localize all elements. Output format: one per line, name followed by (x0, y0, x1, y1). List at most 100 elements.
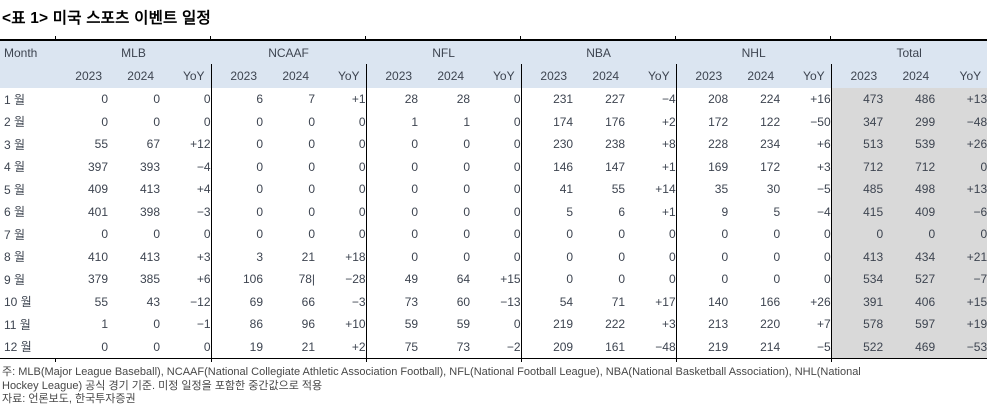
data-cell: 219 (520, 313, 574, 336)
data-cell: 0 (618, 249, 626, 264)
table-body: 1 월 0 0 0 6 7 +1 28 28 0 231 227 −4 208 224 +16 473 486 +1… (0, 88, 987, 362)
group-header-nhl: NHL (675, 37, 832, 64)
month-column-header: Month (0, 39, 56, 64)
data-cell: 5 (773, 204, 781, 219)
data-cell: 54 (520, 290, 574, 313)
data-cell: +15 (935, 290, 987, 313)
data-cell: 393 (139, 159, 160, 174)
data-cell: 522 (830, 335, 884, 362)
data-cell: 0 (675, 268, 729, 291)
data-cell: 28 (456, 92, 471, 107)
data-cell: −28 (345, 272, 366, 287)
table-title: <표 1> 미국 스포츠 이벤트 일정 (2, 10, 211, 27)
data-cell: 71 (611, 294, 626, 309)
data-cell: 0 (520, 245, 574, 268)
data-cell: +16 (810, 92, 831, 107)
data-cell: 0 (668, 227, 676, 242)
data-cell: 406 (883, 290, 936, 313)
month-cell: 3 월 (4, 137, 26, 152)
data-cell: 0 (358, 204, 366, 219)
sub-header-yoy: YoY (935, 64, 987, 88)
data-cell: +12 (190, 137, 211, 152)
data-cell: 49 (365, 268, 419, 291)
data-cell: 0 (358, 137, 366, 152)
data-cell: +3 (661, 317, 676, 332)
data-cell: 6 (210, 88, 264, 111)
data-cell: 0 (308, 159, 316, 174)
data-cell: 469 (883, 335, 936, 359)
data-cell: 0 (365, 200, 419, 223)
data-cell: 0 (618, 272, 626, 287)
data-cell: 0 (513, 204, 521, 219)
data-cell: 122 (760, 114, 781, 129)
data-cell: 397 (87, 159, 108, 174)
data-cell: +10 (345, 317, 366, 332)
data-cell: 0 (358, 182, 366, 197)
data-cell: 0 (365, 133, 419, 156)
data-cell: −7 (935, 268, 987, 291)
data-cell: +4 (196, 182, 211, 197)
data-cell: +2 (315, 335, 367, 359)
data-cell: 5 (520, 200, 574, 223)
data-cell: +1 (661, 204, 676, 219)
data-cell: 0 (668, 272, 676, 287)
sub-header-yoy: YoY (780, 64, 832, 88)
data-cell: 19 (210, 335, 264, 362)
data-cell: 172 (675, 110, 729, 133)
data-cell: 73 (365, 290, 419, 313)
data-cell: 0 (463, 249, 471, 264)
data-cell: 59 (456, 317, 471, 332)
data-cell: 539 (883, 133, 936, 156)
data-cell: 0 (153, 92, 160, 107)
data-cell: 0 (830, 223, 884, 246)
data-cell: 169 (675, 155, 729, 178)
month-cell: 11 월 (4, 317, 31, 332)
data-cell: 0 (308, 204, 316, 219)
group-header-ncaaf: NCAAF (210, 37, 367, 64)
data-cell: 410 (87, 249, 108, 264)
data-cell: 21 (301, 249, 316, 264)
table-row: 2 월 0 0 0 0 0 0 1 1 0 174 176 +2 172 122 −50 347 299 −48 (0, 110, 987, 133)
month-cell: 2 월 (4, 115, 26, 130)
sub-header-year: 2024 (728, 64, 781, 88)
sub-header-yoy: YoY (470, 64, 522, 88)
data-cell: 41 (520, 178, 574, 201)
footnote-line-1: 주: MLB(Major League Baseball), NCAAF(Nat… (2, 366, 861, 378)
data-cell: 0 (883, 223, 936, 246)
data-cell: −6 (935, 200, 987, 223)
sub-header-year: 2023 (675, 64, 729, 88)
data-cell: +3 (196, 249, 211, 264)
data-cell: 209 (520, 335, 574, 362)
data-cell: 174 (520, 110, 574, 133)
data-cell: 0 (365, 178, 419, 201)
data-cell: 398 (139, 204, 160, 219)
data-cell: 0 (55, 335, 108, 362)
data-cell: 513 (830, 133, 884, 156)
data-cell: +19 (935, 313, 987, 336)
data-cell: 534 (830, 268, 884, 291)
report-page: <표 1> 미국 스포츠 이벤트 일정 Month MLB NCAAF NFL … (0, 6, 987, 418)
data-cell: 59 (365, 313, 419, 336)
data-cell: 385 (139, 272, 160, 287)
month-cell: 6 월 (4, 205, 26, 220)
data-cell: 0 (365, 155, 419, 178)
group-header-mlb: MLB (54, 37, 212, 64)
table-row: 9 월 379 385 +6 106 78| −28 49 64 +15 0 0 0 0 0 0 534 527−… (0, 268, 987, 291)
sub-header-year: 2023 (365, 64, 419, 88)
data-cell: 0 (513, 182, 521, 197)
data-cell: 0 (203, 92, 211, 107)
data-cell: 3 (210, 245, 264, 268)
data-cell: 0 (520, 223, 574, 246)
data-cell: 0 (210, 200, 264, 223)
data-cell: 0 (101, 114, 108, 129)
sub-header-year: 2023 (520, 64, 574, 88)
data-cell: −4 (816, 204, 831, 219)
data-cell: 0 (210, 133, 264, 156)
data-cell: −3 (351, 294, 366, 309)
data-cell: +26 (935, 133, 987, 156)
data-cell: −53 (935, 335, 987, 359)
sub-header-yoy: YoY (315, 64, 367, 88)
footnote-source: 자료: 언론보도, 한국투자증권 (2, 393, 136, 405)
data-cell: 238 (605, 137, 626, 152)
data-cell: 96 (301, 317, 316, 332)
